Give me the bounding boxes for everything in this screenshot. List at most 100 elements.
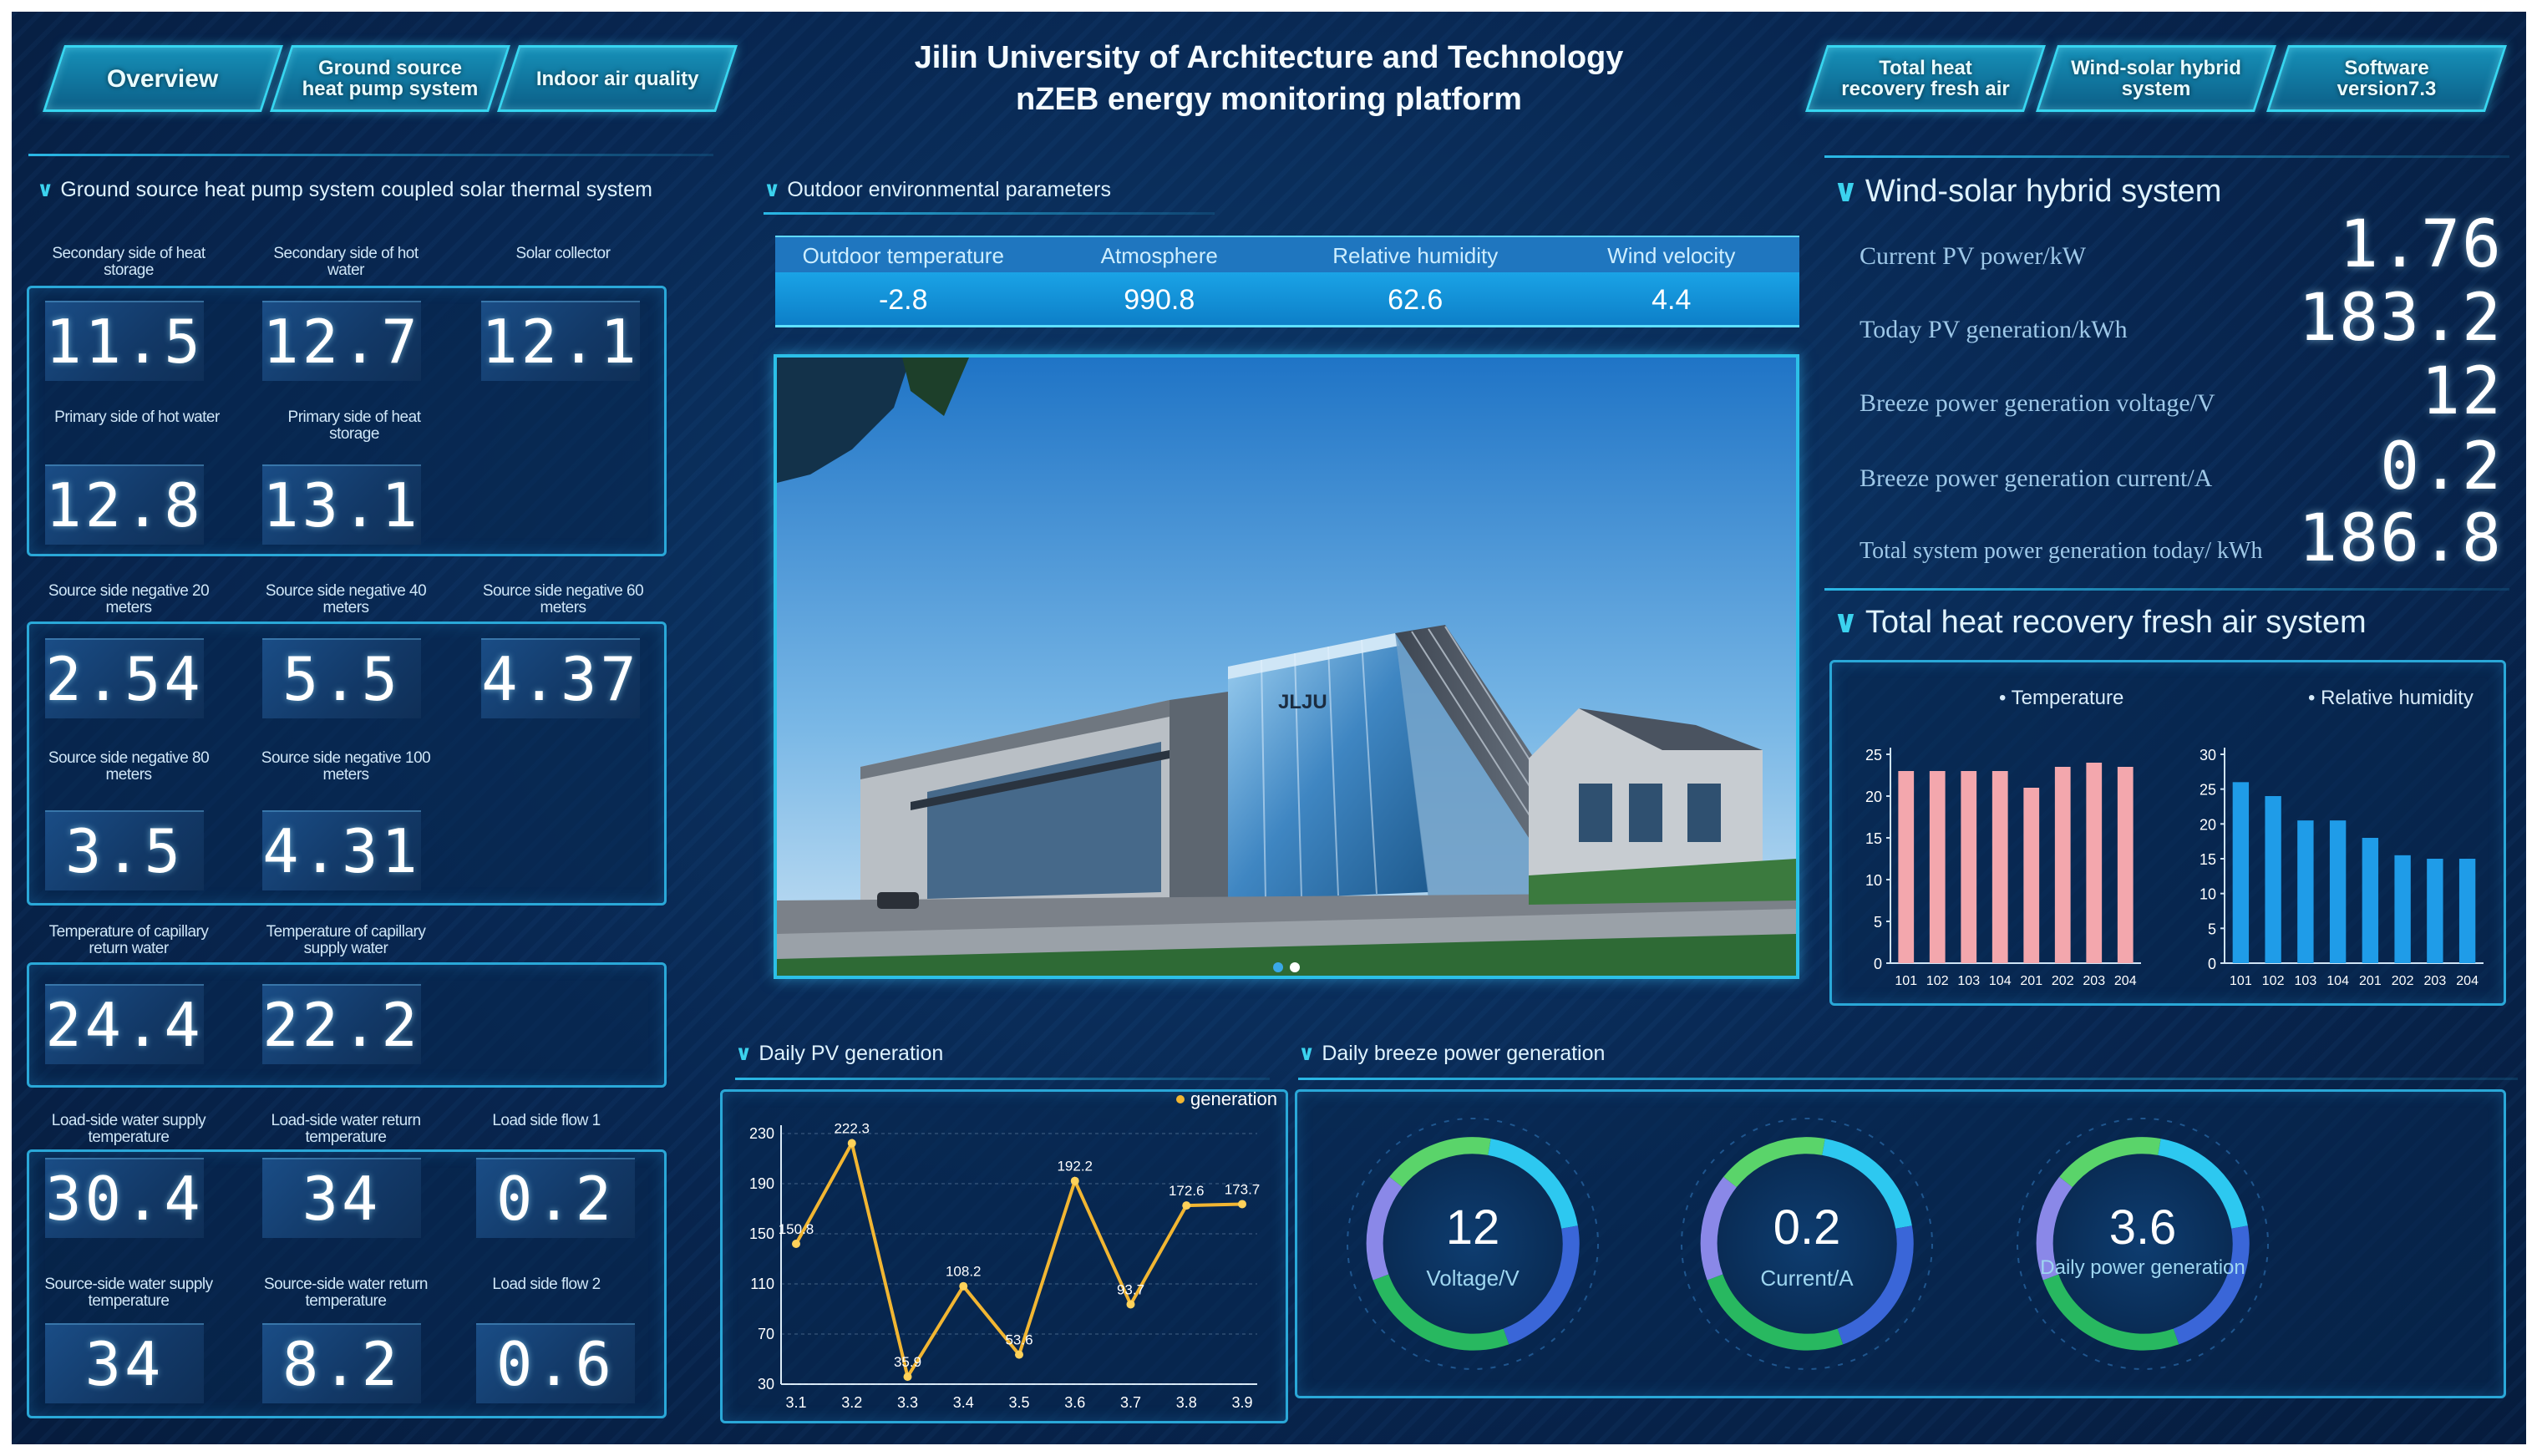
x-tick-label: 203 — [2424, 974, 2447, 988]
y-tick-label: 5 — [2208, 921, 2216, 937]
data-label: 93.7 — [1117, 1281, 1144, 1297]
chevron-down-icon: ∨ — [764, 178, 781, 201]
value-display: 24.4 — [45, 984, 204, 1064]
value-display: 5.5 — [262, 638, 421, 718]
y-tick-label: 25 — [2200, 782, 2216, 799]
x-tick-label: 203 — [2083, 974, 2105, 988]
cell-value: -2.8 — [878, 284, 928, 316]
ws-row-breeze-current: Breeze power generation current/A 0.2 — [1860, 429, 2503, 505]
data-point — [792, 1240, 800, 1248]
gauge-label: Daily power generation — [2040, 1256, 2245, 1279]
x-tick-label: 104 — [2326, 974, 2349, 988]
y-tick-label: 5 — [1874, 914, 1882, 931]
cell-label: Source side negative 20 meters — [48, 582, 210, 616]
ws-row-total-generation: Total system power generation today/ kWh… — [1860, 501, 2503, 576]
ws-row-current-pv-power: Current PV power/kW 1.76 — [1860, 207, 2503, 282]
nav-indoor-air-quality-button[interactable]: Indoor air quality — [497, 45, 738, 112]
data-point — [847, 1139, 856, 1148]
bar — [2054, 767, 2071, 963]
y-tick-label: 110 — [750, 1276, 774, 1292]
data-point — [1182, 1201, 1191, 1210]
col-header: Wind velocity — [1607, 243, 1736, 268]
value-display: 8.2 — [262, 1323, 421, 1403]
x-tick-label: 204 — [2456, 974, 2479, 988]
cell-label: Source-side water return temperature — [263, 1276, 429, 1310]
data-label: 222.3 — [834, 1121, 870, 1137]
value-display: 3.5 — [45, 810, 204, 890]
y-tick-label: 10 — [1865, 872, 1882, 889]
value-display: 34 — [45, 1323, 204, 1403]
outdoor-panel-title: ∨ Outdoor environmental parameters — [764, 178, 1112, 201]
bar — [1991, 771, 2008, 963]
cell-label: Source side negative 40 meters — [265, 582, 427, 616]
x-tick-label: 3.7 — [1120, 1394, 1141, 1411]
cell-label: Primary side of heat storage — [287, 408, 421, 443]
value-display: 12.7 — [262, 301, 421, 381]
value-display: 4.31 — [262, 810, 421, 890]
value-display: 12.8 — [45, 464, 204, 545]
nav-ground-source-heat-pump-button[interactable]: Ground source heat pump system — [270, 45, 510, 112]
nav-overview-button[interactable]: Overview — [43, 45, 283, 112]
col-header: Relative humidity — [1332, 243, 1499, 268]
data-point — [903, 1372, 912, 1382]
ws-row-today-pv-generation: Today PV generation/kWh 183.2 — [1860, 281, 2503, 356]
daily-pv-divider — [735, 1078, 1270, 1080]
bar — [2297, 820, 2314, 963]
x-tick-label: 3.4 — [953, 1394, 974, 1411]
bar — [2394, 855, 2411, 963]
cell-label: Load-side water supply temperature — [51, 1112, 206, 1146]
gauge-label: Current/A — [1760, 1266, 1854, 1291]
y-tick-label: 20 — [2200, 816, 2216, 833]
bar — [2427, 859, 2443, 963]
wind-solar-title: ∨ Wind-solar hybrid system — [1833, 174, 2222, 209]
data-label: 108.2 — [946, 1264, 982, 1280]
data-label: 53.6 — [1005, 1332, 1033, 1348]
breeze-gauges: 12 Voltage/V 0.2 Current/A — [1347, 1118, 2269, 1370]
wind-solar-divider — [1824, 155, 2509, 158]
bar — [2362, 838, 2379, 963]
bar — [2086, 763, 2103, 963]
building-illustration: JLJU — [777, 358, 1796, 976]
chevron-down-icon: ∨ — [37, 178, 54, 201]
value-display: 22.2 — [262, 984, 421, 1064]
outdoor-table: Outdoor temperature Atmosphere Relative … — [775, 236, 1799, 327]
x-tick-label: 101 — [1895, 974, 1917, 988]
y-tick-label: 10 — [2200, 886, 2216, 903]
nav-total-heat-recovery-button[interactable]: Total heat recovery fresh air — [1805, 45, 2046, 112]
value-display: 11.5 — [45, 301, 204, 381]
value-display: 12.1 — [481, 301, 640, 381]
bar — [2265, 796, 2281, 963]
nav-wind-solar-button[interactable]: Wind-solar hybrid system — [2036, 45, 2276, 112]
daily-pv-chart-box: generation 30 70 110 150 190 230 150.8 3.1 222.3 3… — [720, 1088, 1288, 1423]
bar — [2458, 859, 2476, 963]
chevron-down-icon: ∨ — [1833, 605, 1859, 640]
x-tick-label: 103 — [2295, 974, 2317, 988]
left-panel-title: ∨ Ground source heat pump system coupled … — [37, 178, 652, 201]
cell-label: Temperature of capillary supply water — [266, 923, 426, 957]
chevron-down-icon: ∨ — [1833, 174, 1859, 209]
cell-label: Temperature of capillary return water — [48, 923, 209, 957]
daily-pv-chart: generation 30 70 110 150 190 230 150.8 3.1 222.3 3… — [749, 1088, 1277, 1411]
value-display: 30.4 — [45, 1158, 204, 1238]
gauge-label: Voltage/V — [1426, 1266, 1520, 1291]
nav-software-version-button[interactable]: Software version7.3 — [2266, 45, 2507, 112]
y-tick-label: 15 — [2200, 851, 2216, 868]
outdoor-table-header: Outdoor temperature Atmosphere Relative … — [775, 236, 1799, 272]
building-photo[interactable]: JLJU — [774, 354, 1799, 979]
y-tick-label: 20 — [1865, 789, 1882, 805]
data-point — [1015, 1350, 1023, 1359]
cell-label: Secondary side of hot water — [273, 245, 419, 279]
fresh-air-title: ∨ Total heat recovery fresh air system — [1833, 605, 2367, 640]
data-point — [959, 1281, 968, 1291]
cell-label: Source side negative 60 meters — [482, 582, 644, 616]
data-label: 173.7 — [1225, 1181, 1261, 1197]
value-display: 2.54 — [45, 638, 204, 718]
bar — [1929, 771, 1946, 963]
x-tick-label: 201 — [2359, 974, 2382, 988]
page-title: Jilin University of Architecture and Tec… — [914, 40, 1624, 117]
fresh-air-chart-box: • Temperature 0 5 10 15 20 25 101 102 103 104 201 20… — [1829, 660, 2506, 1006]
y-tick-label: 25 — [1865, 747, 1882, 764]
daily-breeze-divider — [1298, 1078, 2518, 1080]
value-display: 34 — [262, 1158, 421, 1238]
